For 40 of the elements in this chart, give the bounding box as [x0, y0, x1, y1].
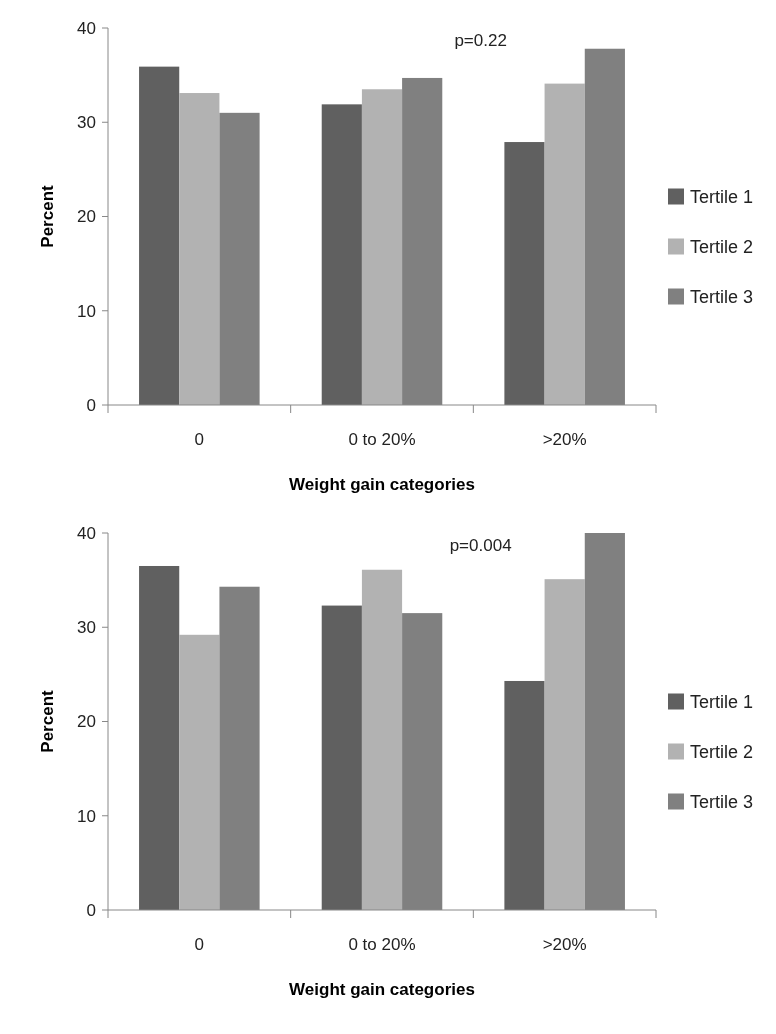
y-tick-label: 20	[77, 207, 96, 227]
y-tick-label: 10	[77, 301, 96, 321]
x-tick-label: >20%	[542, 935, 587, 954]
x-tick-label: 0 to 20%	[348, 430, 416, 449]
y-tick-label: 40	[77, 523, 96, 543]
x-tick-label: 0 to 20%	[348, 935, 416, 954]
legend-label: Tertile 3	[690, 791, 754, 812]
y-axis-title: Percent	[38, 689, 57, 753]
bar	[504, 680, 545, 910]
bar	[321, 605, 362, 910]
y-tick-label: 0	[86, 900, 96, 920]
y-tick-label: 30	[77, 618, 96, 638]
y-tick-label: 20	[77, 712, 96, 732]
y-tick-label: 0	[86, 395, 96, 415]
bar	[179, 93, 220, 405]
bar	[139, 66, 180, 405]
x-tick-label: >20%	[542, 430, 587, 449]
y-tick-label: 30	[77, 113, 96, 133]
y-tick-label: 40	[77, 18, 96, 38]
bar	[361, 569, 403, 910]
bar	[139, 565, 180, 910]
y-tick-label: 10	[77, 806, 96, 826]
bar	[544, 579, 585, 910]
y-axis-title: Percent	[38, 184, 57, 248]
legend-label: Tertile 2	[690, 236, 754, 257]
bar	[179, 634, 220, 910]
legend-label: Tertile 1	[690, 186, 754, 207]
bar	[321, 104, 362, 405]
legend-label: Tertile 3	[690, 286, 754, 307]
x-tick-label: 0	[194, 430, 205, 449]
x-tick-label: 0	[194, 935, 205, 954]
bar	[544, 83, 585, 405]
legend-label: Tertile 1	[690, 691, 754, 712]
x-axis-title: Weight gain categories	[289, 475, 475, 494]
annotation: p=0.22	[454, 31, 507, 50]
bar	[361, 89, 403, 405]
annotation: p=0.004	[449, 536, 512, 555]
legend-label: Tertile 2	[690, 741, 754, 762]
x-axis-title: Weight gain categories	[289, 980, 475, 999]
bar	[504, 142, 545, 405]
